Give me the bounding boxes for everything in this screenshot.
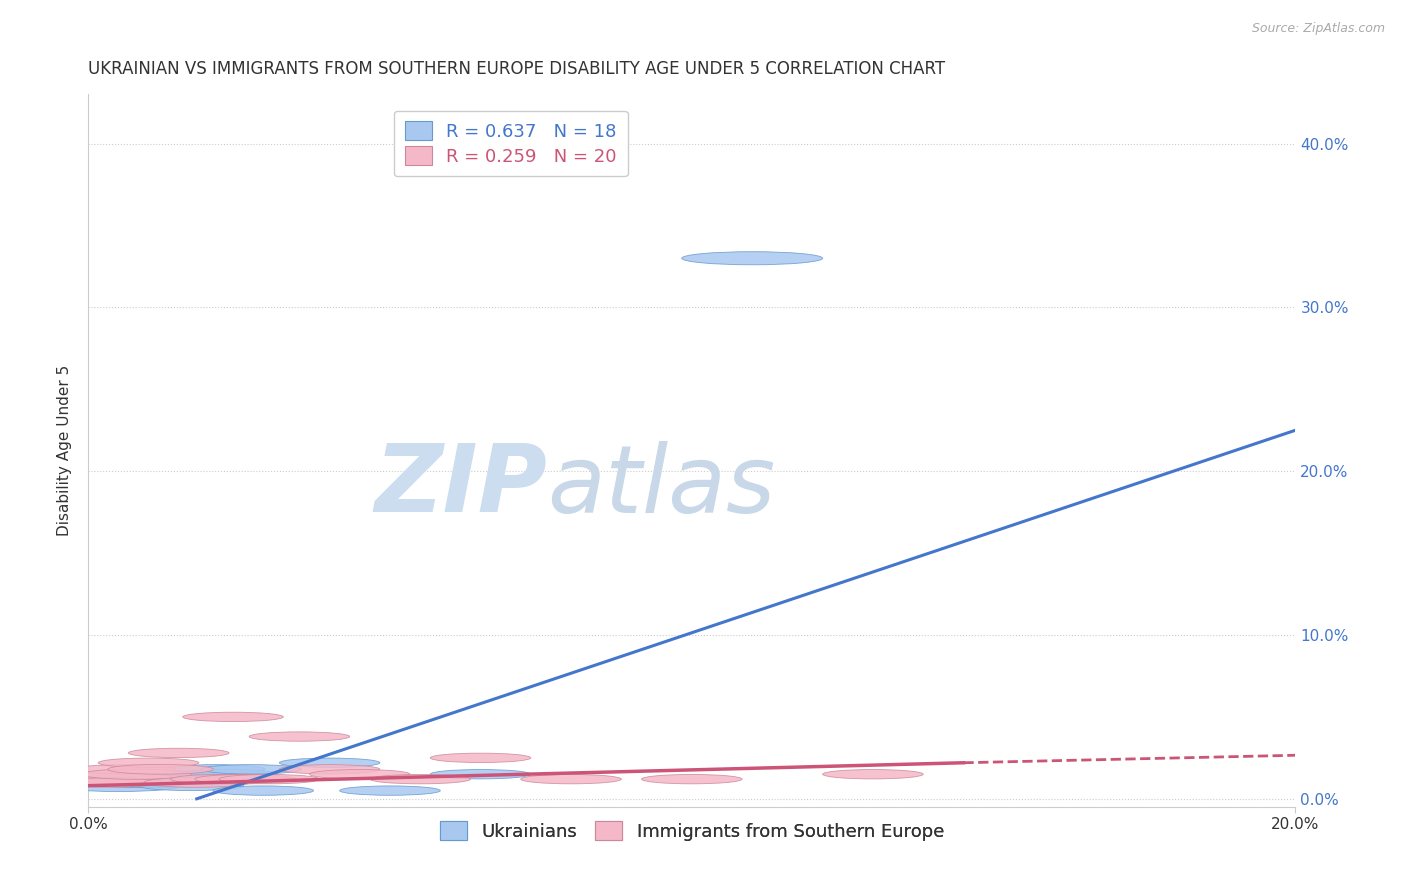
Text: UKRAINIAN VS IMMIGRANTS FROM SOUTHERN EUROPE DISABILITY AGE UNDER 5 CORRELATION : UKRAINIAN VS IMMIGRANTS FROM SOUTHERN EU… [89,60,945,78]
Text: Source: ZipAtlas.com: Source: ZipAtlas.com [1251,22,1385,36]
Ellipse shape [212,786,314,796]
Ellipse shape [56,778,156,787]
Ellipse shape [82,769,191,780]
Ellipse shape [25,772,176,786]
Ellipse shape [280,764,380,774]
Ellipse shape [430,770,531,779]
Ellipse shape [183,712,284,722]
Ellipse shape [108,764,214,774]
Ellipse shape [80,774,181,784]
Ellipse shape [143,778,250,788]
Ellipse shape [280,758,380,767]
Ellipse shape [87,777,198,788]
Ellipse shape [219,774,319,784]
Ellipse shape [98,758,198,767]
Ellipse shape [104,770,205,779]
Ellipse shape [682,252,823,265]
Ellipse shape [55,780,181,791]
Ellipse shape [114,772,219,782]
Ellipse shape [520,774,621,784]
Ellipse shape [177,770,277,779]
Ellipse shape [128,748,229,757]
Ellipse shape [128,778,229,787]
Legend: Ukrainians, Immigrants from Southern Europe: Ukrainians, Immigrants from Southern Eur… [433,814,950,847]
Ellipse shape [430,753,531,763]
Ellipse shape [249,731,350,741]
Ellipse shape [188,774,290,784]
Ellipse shape [75,764,174,774]
Ellipse shape [641,774,742,784]
Ellipse shape [152,774,253,784]
Ellipse shape [165,764,266,774]
Ellipse shape [823,770,924,779]
Text: ZIP: ZIP [374,441,547,533]
Text: atlas: atlas [547,441,775,532]
Ellipse shape [170,774,271,784]
Y-axis label: Disability Age Under 5: Disability Age Under 5 [58,365,72,536]
Ellipse shape [138,780,243,790]
Ellipse shape [309,770,411,779]
Ellipse shape [62,778,163,787]
Ellipse shape [340,786,440,796]
Ellipse shape [201,764,301,774]
Ellipse shape [370,774,471,784]
Ellipse shape [195,774,295,784]
